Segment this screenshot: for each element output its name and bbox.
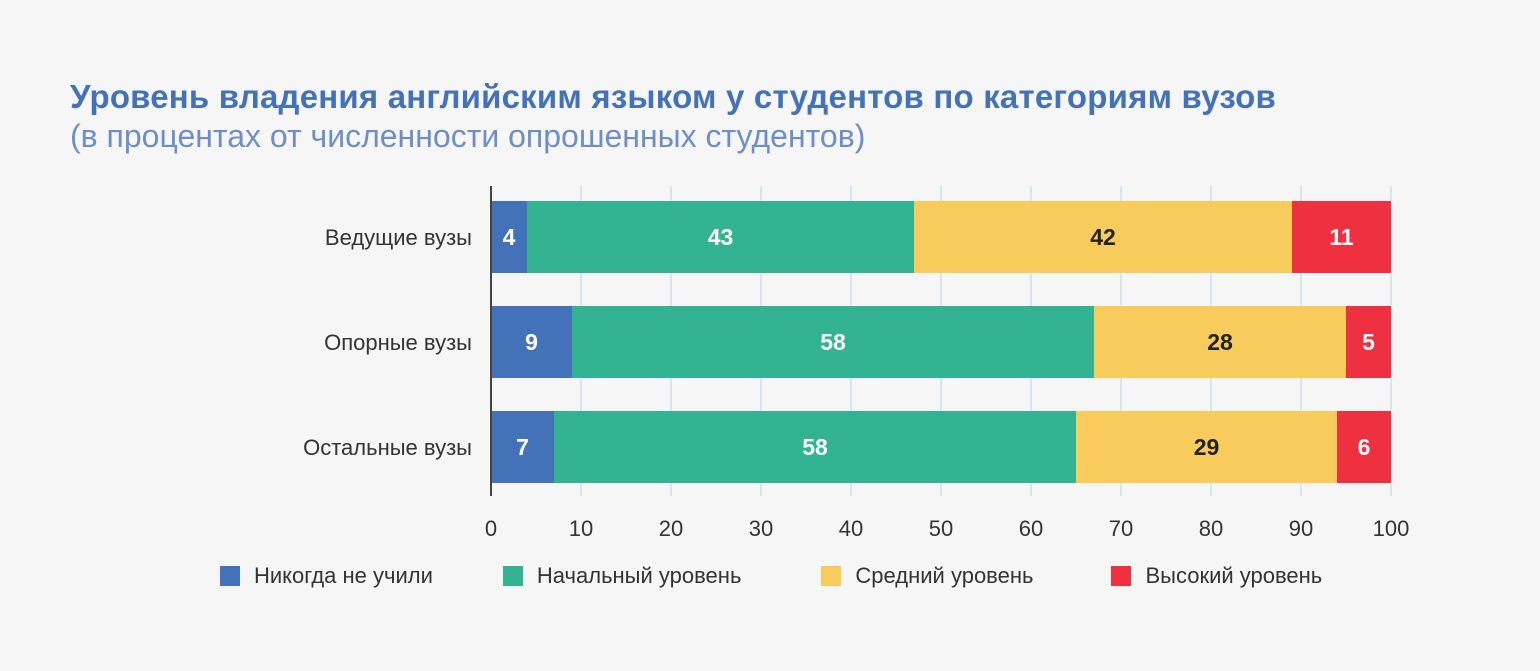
legend-item: Высокий уровень bbox=[1111, 563, 1322, 589]
bar-segment bbox=[1292, 201, 1391, 273]
legend-item: Начальный уровень bbox=[502, 563, 742, 589]
x-tick-label: 10 bbox=[569, 516, 593, 541]
category-label: Опорные вузы bbox=[324, 330, 472, 355]
data-label: 28 bbox=[1207, 329, 1233, 355]
legend: Никогда не учили Начальный уровень Средний… bbox=[220, 563, 1322, 589]
x-tick-label: 50 bbox=[929, 516, 953, 541]
bar-segment bbox=[1094, 306, 1346, 378]
bar-segment bbox=[491, 306, 572, 378]
data-label: 29 bbox=[1194, 434, 1220, 460]
data-label: 42 bbox=[1090, 224, 1116, 250]
axis-layer: 0 10 20 30 40 50 60 70 80 90 100 Ведущие вузы Опорны… bbox=[303, 186, 1409, 541]
data-label: 6 bbox=[1358, 434, 1371, 460]
bar-segment bbox=[1346, 306, 1391, 378]
category-label: Ведущие вузы bbox=[325, 225, 472, 250]
legend-swatch bbox=[1111, 566, 1132, 586]
bar-segment bbox=[491, 201, 527, 273]
bar-segment bbox=[527, 201, 914, 273]
legend-item: Средний уровень bbox=[821, 563, 1033, 589]
x-tick-label: 40 bbox=[839, 516, 863, 541]
x-tick-label: 20 bbox=[659, 516, 683, 541]
legend-swatch bbox=[502, 566, 523, 586]
data-label: 7 bbox=[516, 434, 529, 460]
x-tick-label: 0 bbox=[485, 516, 497, 541]
x-tick-label: 30 bbox=[749, 516, 773, 541]
x-tick-label: 60 bbox=[1019, 516, 1043, 541]
legend-swatch bbox=[821, 566, 842, 586]
data-label: 5 bbox=[1362, 329, 1375, 355]
chart-subtitle: (в процентах от численности опрошенных с… bbox=[70, 118, 866, 154]
data-label: 58 bbox=[820, 329, 846, 355]
bar-segment bbox=[1076, 411, 1337, 483]
chart-title: Уровень владения английским языком у сту… bbox=[70, 78, 1276, 115]
legend-label: Начальный уровень bbox=[536, 563, 742, 588]
bars-layer: 4 43 42 11 9 58 28 5 7 58 29 6 bbox=[491, 201, 1391, 483]
legend-swatch bbox=[220, 566, 240, 586]
bar-segment bbox=[1337, 411, 1391, 483]
x-tick-label: 100 bbox=[1373, 516, 1410, 541]
bar-segment bbox=[491, 411, 554, 483]
legend-item: Никогда не учили bbox=[220, 563, 433, 589]
data-label: 58 bbox=[802, 434, 828, 460]
bar-segment bbox=[554, 411, 1076, 483]
data-label: 4 bbox=[503, 224, 516, 250]
legend-label: Никогда не учили bbox=[254, 563, 433, 588]
data-label: 11 bbox=[1329, 224, 1354, 250]
data-label: 43 bbox=[708, 224, 734, 250]
x-tick-label: 70 bbox=[1109, 516, 1133, 541]
data-label: 9 bbox=[525, 329, 538, 355]
bar-segment bbox=[914, 201, 1292, 273]
x-tick-label: 90 bbox=[1289, 516, 1313, 541]
bar-segment bbox=[572, 306, 1094, 378]
legend-label: Высокий уровень bbox=[1145, 563, 1323, 588]
category-label: Остальные вузы bbox=[303, 435, 472, 460]
x-tick-label: 80 bbox=[1199, 516, 1223, 541]
legend-label: Средний уровень bbox=[855, 563, 1034, 588]
